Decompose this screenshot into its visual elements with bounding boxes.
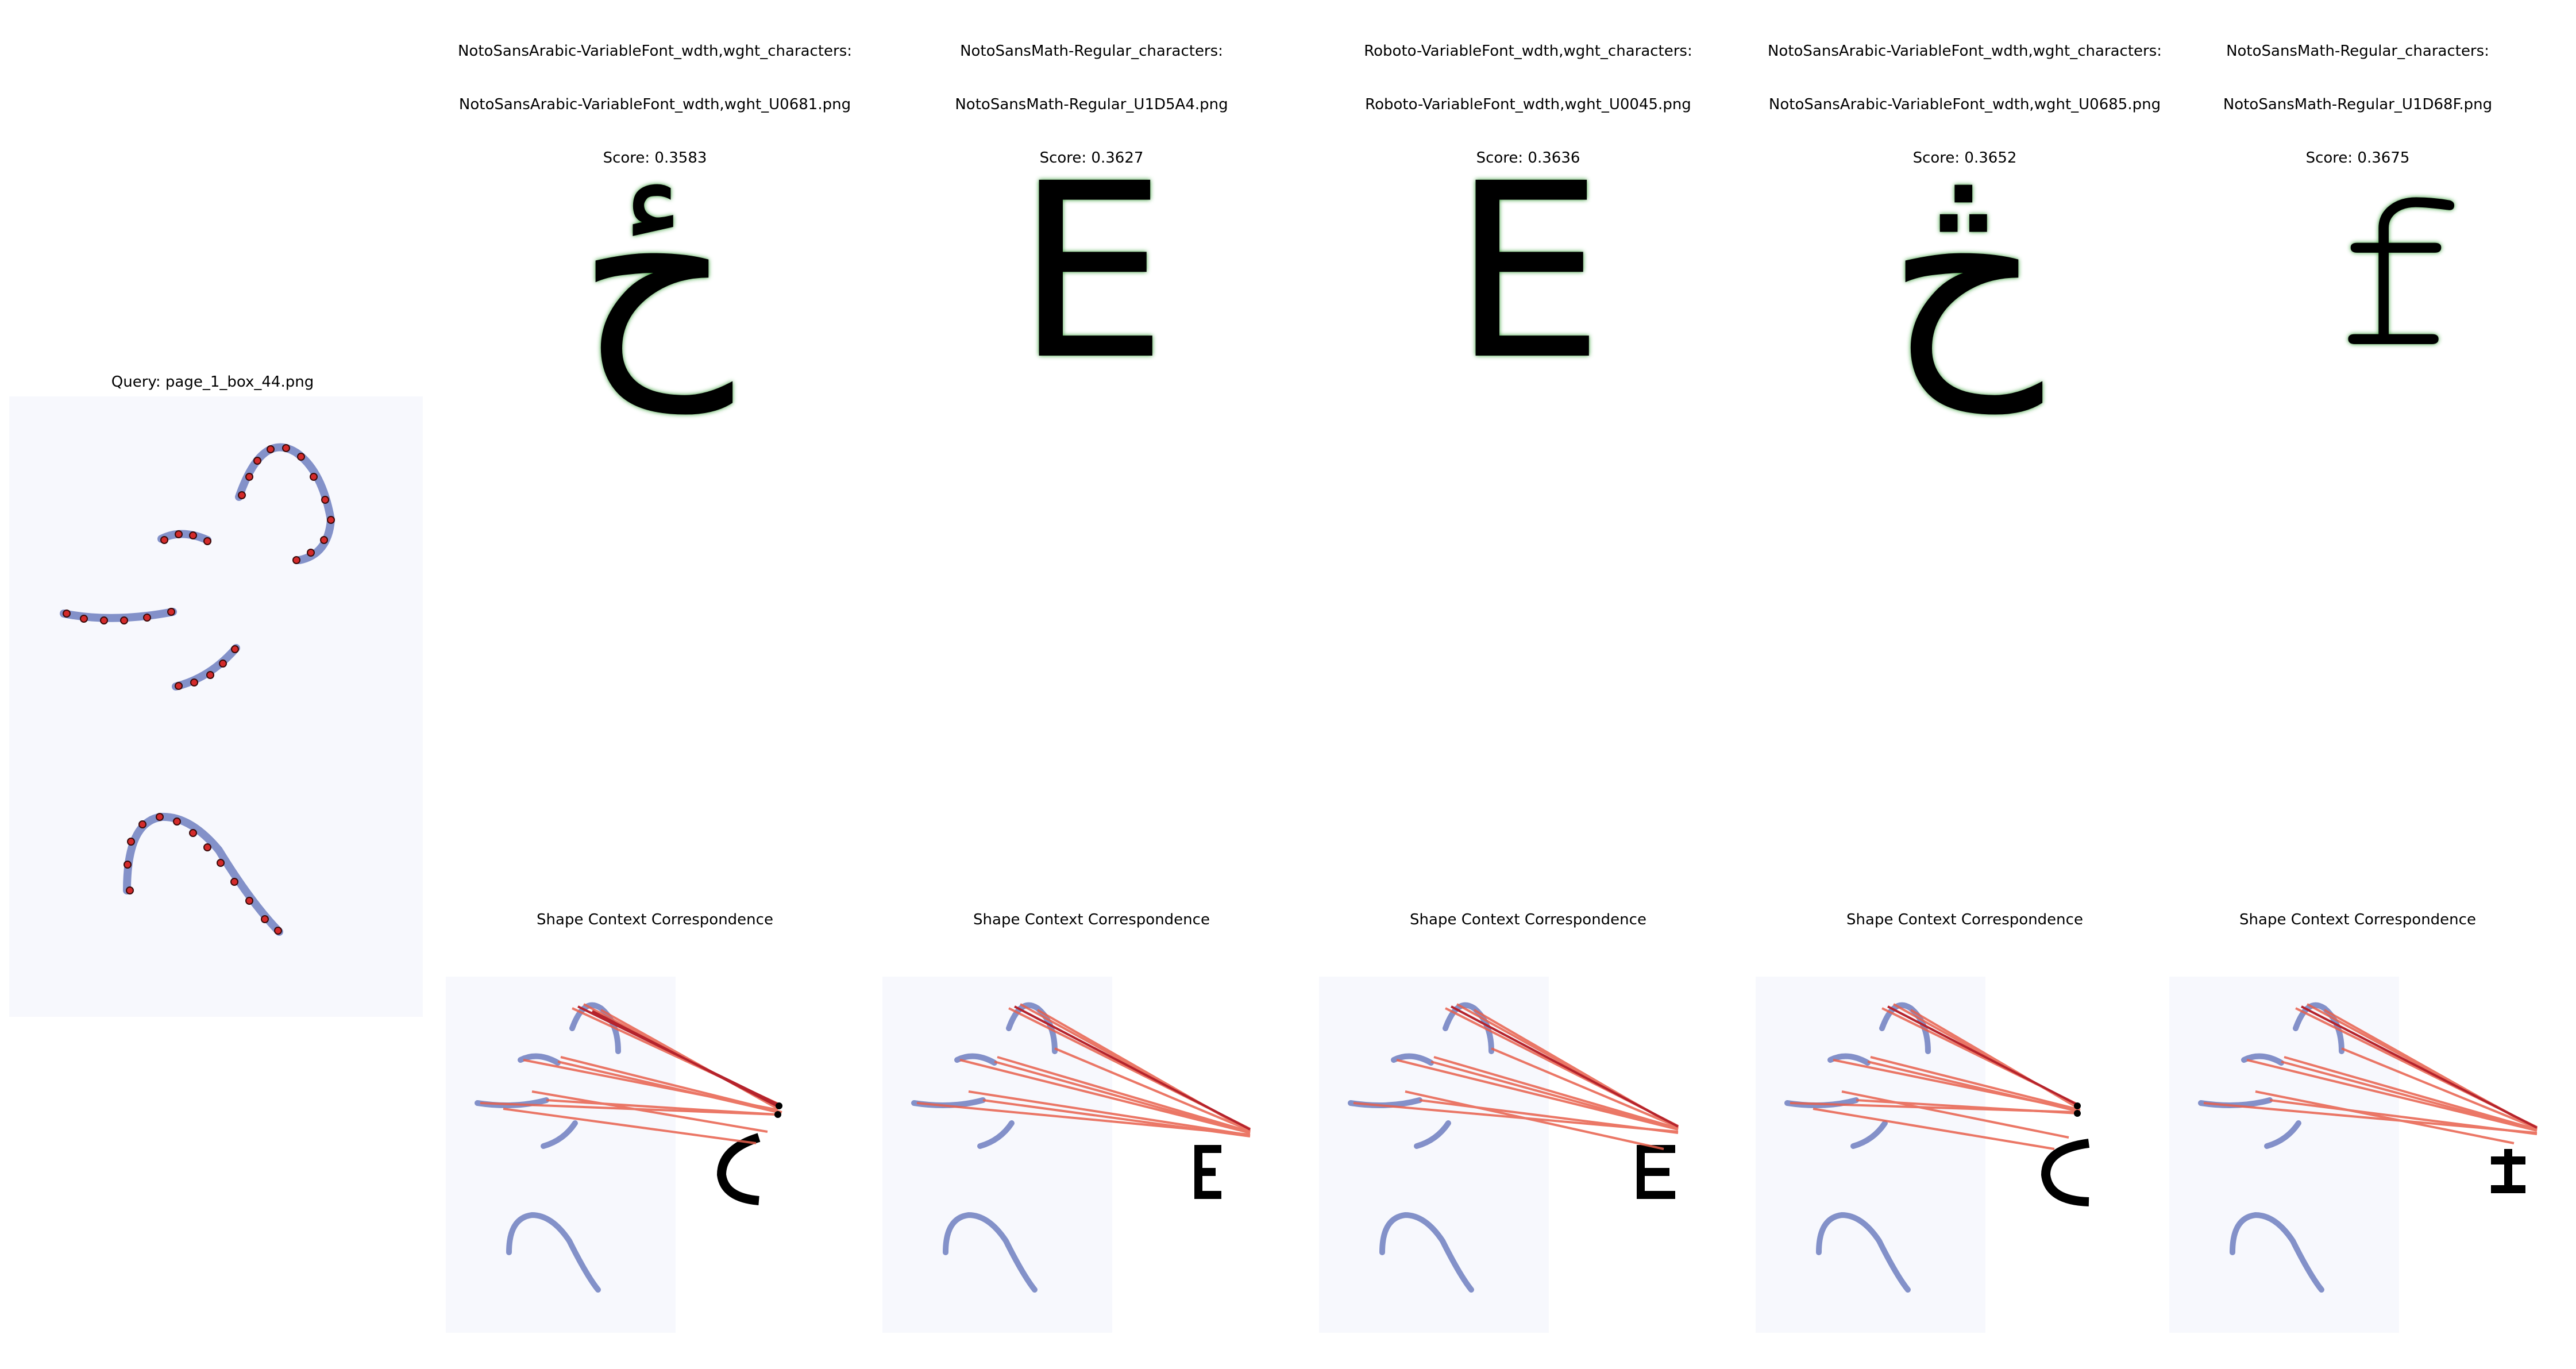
- match-3-glyph-panel: E: [1379, 103, 1678, 442]
- match-2-correspondence: [882, 977, 1285, 1333]
- match-3-font: Roboto-VariableFont_wdth,wght_characters…: [1364, 43, 1692, 60]
- match-3-file: Roboto-VariableFont_wdth,wght_U0045.png: [1365, 96, 1691, 113]
- handwritten-strokes: [60, 443, 336, 936]
- match-4-font: NotoSansArabic-VariableFont_wdth,wght_ch…: [1767, 43, 2162, 60]
- match-1-correspondence-title: Shape Context Correspondence: [537, 911, 773, 928]
- match-4-correspondence-title: Shape Context Correspondence: [1846, 911, 2083, 928]
- match-5-font: NotoSansMath-Regular_characters:: [2226, 43, 2489, 60]
- match-4-glyph: څ: [1887, 132, 2043, 413]
- match-5-score: Score: 0.3675: [2305, 149, 2410, 167]
- match-2-score: Score: 0.3627: [1039, 149, 1144, 167]
- correspondence-plot: [2169, 977, 2538, 1333]
- match-2-correspondence-title: Shape Context Correspondence: [973, 911, 1210, 928]
- match-5-file: NotoSansMath-Regular_U1D68F.png: [2223, 96, 2493, 113]
- match-5-correspondence-title: Shape Context Correspondence: [2239, 911, 2476, 928]
- match-1-correspondence: [446, 977, 848, 1333]
- match-3-title: Roboto-VariableFont_wdth,wght_characters…: [1310, 7, 1746, 185]
- correspondence-plot: [882, 977, 1251, 1333]
- match-3-score: Score: 0.3636: [1476, 149, 1580, 167]
- match-1-file: NotoSansArabic-VariableFont_wdth,wght_U0…: [458, 96, 851, 113]
- match-2-font: NotoSansMath-Regular_characters:: [960, 43, 1223, 60]
- match-5-glyph: 𝚏: [2323, 152, 2469, 393]
- match-2-file: NotoSansMath-Regular_U1D5A4.png: [955, 96, 1228, 113]
- match-2-glyph: E: [1015, 132, 1168, 413]
- match-3-correspondence-title: Shape Context Correspondence: [1410, 911, 1646, 928]
- match-5-title: NotoSansMath-Regular_characters: NotoSan…: [2139, 7, 2576, 185]
- correspondence-plot: [1319, 977, 1679, 1333]
- match-1-glyph-panel: ځ: [506, 103, 804, 442]
- match-1-title: NotoSansArabic-VariableFont_wdth,wght_ch…: [437, 7, 873, 185]
- match-4-glyph-panel: څ: [1815, 103, 2114, 442]
- query-title: Query: page_1_box_44.png: [111, 373, 314, 391]
- match-1-font: NotoSansArabic-VariableFont_wdth,wght_ch…: [457, 43, 853, 60]
- match-4-correspondence: [1756, 977, 2158, 1333]
- correspondence-plot: [1756, 977, 2090, 1333]
- match-3-glyph: E: [1452, 132, 1605, 413]
- match-4-file: NotoSansArabic-VariableFont_wdth,wght_U0…: [1768, 96, 2161, 113]
- match-1-score: Score: 0.3583: [603, 149, 707, 167]
- match-5-correspondence: [2169, 977, 2571, 1333]
- match-3-correspondence: [1319, 977, 1721, 1333]
- match-1-glyph: ځ: [577, 132, 733, 413]
- sample-points: [63, 444, 335, 935]
- match-2-glyph-panel: E: [942, 103, 1241, 442]
- query-image: [9, 396, 423, 1017]
- match-4-score: Score: 0.3652: [1912, 149, 2017, 167]
- match-2-title: NotoSansMath-Regular_characters: NotoSan…: [873, 7, 1310, 185]
- match-4-title: NotoSansArabic-VariableFont_wdth,wght_ch…: [1746, 7, 2183, 185]
- correspondence-plot: [446, 977, 782, 1333]
- match-5-glyph-panel: 𝚏: [2252, 103, 2539, 442]
